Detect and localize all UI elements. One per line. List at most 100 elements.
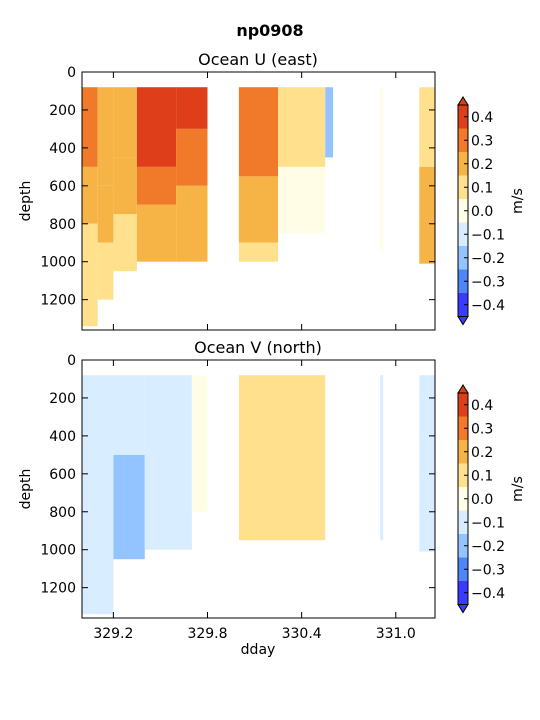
panel-v-field-cell-4-0 bbox=[238, 375, 326, 541]
panel-v-field-cell-1-0 bbox=[113, 375, 145, 455]
panel-u-colorbar-segment bbox=[458, 199, 468, 223]
panel-u-field-cell-1-2 bbox=[97, 242, 114, 300]
panel-u-x-ticks bbox=[112, 72, 397, 330]
panel-u-colorbar-segment bbox=[458, 293, 468, 317]
panel-u-field-cell-3-1 bbox=[136, 166, 177, 205]
panel-v-ytick-label: 400 bbox=[49, 429, 76, 445]
panel-u-colorbar-tick-label: 0.3 bbox=[471, 133, 493, 149]
panel-u-field-cell-7-0 bbox=[325, 87, 333, 158]
panel-v-xtick-label: 329.8 bbox=[187, 626, 227, 642]
panel-v-field-cell-0-0 bbox=[82, 375, 114, 615]
panel-u-field-cell-2-0 bbox=[113, 87, 137, 158]
panel-u-colorbar-tick-label: 0.1 bbox=[471, 180, 493, 196]
panel-u-field-cell-5-2 bbox=[238, 242, 279, 262]
panel-v-ytick-label: 1000 bbox=[40, 543, 76, 559]
panel-v-field-cell-2-0 bbox=[144, 375, 192, 550]
panel-v-ylabel: depth bbox=[18, 469, 34, 510]
panel-v-ytick-label: 800 bbox=[49, 505, 76, 521]
panel-v-colorbar-segment bbox=[458, 440, 468, 464]
panel-u-plot-area bbox=[82, 87, 435, 327]
panel-u-colorbar-tick-label: −0.4 bbox=[471, 298, 505, 314]
panel-u-field-cell-5-1 bbox=[238, 176, 279, 243]
panel-u-field-cell-4-2 bbox=[176, 185, 208, 262]
panel-u-colorbar-segment bbox=[458, 246, 468, 270]
panel-v-colorbar-tick-label: −0.4 bbox=[471, 586, 505, 602]
panel-u-ytick-label: 600 bbox=[49, 179, 76, 195]
panel-v-colorbar-tick-label: 0.3 bbox=[471, 421, 493, 437]
panel-u-ytick-label: 1200 bbox=[40, 293, 76, 309]
panel-u-field-cell-6-0 bbox=[278, 87, 326, 167]
panel-u-colorbar-tick-label: −0.2 bbox=[471, 251, 505, 267]
panel-u-axes-frame bbox=[81, 71, 436, 331]
panel-v-colorbar: −0.4 −0.3 −0.2 −0.1 0.0 0.1 0.2 0.3 0.4 bbox=[457, 384, 505, 614]
panel-v-colorbar-label: m/s bbox=[510, 476, 526, 502]
panel-u-ytick-label: 1000 bbox=[40, 255, 76, 271]
panel-u-ytick-label: 800 bbox=[49, 217, 76, 233]
panel-u-colorbar-segment bbox=[458, 105, 468, 129]
panel-u-field-cell-8-0 bbox=[380, 87, 384, 251]
panel-v-ytick-label: 200 bbox=[49, 391, 76, 407]
panel-v-colorbar-segment bbox=[458, 581, 468, 605]
panel-u-ytick-label: 0 bbox=[67, 65, 76, 81]
panel-u-colorbar-segment bbox=[458, 152, 468, 176]
panel-v-colorbar-segment bbox=[458, 534, 468, 558]
panel-v-plot-area bbox=[82, 375, 435, 615]
panel-u-field-cell-4-1 bbox=[176, 128, 208, 186]
panel-u-colorbar-extend-bottom bbox=[457, 316, 469, 326]
panel-u-field-cell-0-0 bbox=[82, 87, 98, 167]
panel-u-ytick-label: 400 bbox=[49, 141, 76, 157]
panel-v-colorbar-tick-label: −0.1 bbox=[471, 515, 505, 531]
panel-v-colorbar-extend-bottom bbox=[457, 604, 469, 614]
panel-v-field-cell-5-0 bbox=[380, 375, 384, 541]
panel-u-field-cell-5-0 bbox=[238, 87, 279, 177]
panel-u-field-cell-1-1 bbox=[97, 185, 114, 243]
panel-v-colorbar-tick-label: 0.4 bbox=[471, 398, 493, 414]
panel-v-colorbar-tick-label: 0.1 bbox=[471, 468, 493, 484]
figure-title: np0908 bbox=[236, 21, 303, 40]
panel-v-colorbar-tick-label: 0.0 bbox=[471, 492, 493, 508]
panel-u-ylabel: depth bbox=[18, 181, 34, 222]
panel-u-colorbar-tick-label: 0.0 bbox=[471, 204, 493, 220]
panel-u-field-cell-9-0 bbox=[419, 87, 435, 167]
panel-v-ytick-label: 0 bbox=[67, 353, 76, 369]
panel-v-axes-frame bbox=[81, 359, 436, 619]
panel-v-field-cell-1-1 bbox=[113, 454, 145, 560]
panel-u-colorbar-tick-label: 0.2 bbox=[471, 157, 493, 173]
panel-v-xlabel: dday bbox=[241, 642, 276, 658]
panel-v-colorbar-segment bbox=[458, 393, 468, 417]
panel-u-field-cell-9-1 bbox=[419, 166, 435, 264]
panel-u-y-ticks: 0 200 400 600 800 1000 1200 bbox=[40, 65, 435, 309]
panel-v-xtick-label: 331.0 bbox=[376, 626, 416, 642]
panel-u-colorbar-tick-label: 0.4 bbox=[471, 110, 493, 126]
panel-v-ytick-label: 1200 bbox=[40, 581, 76, 597]
panel-u-field-cell-4-0 bbox=[176, 87, 208, 129]
panel-v-y-ticks: 0 200 400 600 800 1000 1200 bbox=[40, 353, 435, 597]
panel-v-xtick-label: 330.4 bbox=[282, 626, 322, 642]
panel-v-field-cell-3-0 bbox=[191, 375, 208, 512]
panel-u-colorbar-extend-top bbox=[457, 96, 469, 106]
panel-v-field-cell-6-0 bbox=[419, 375, 435, 552]
panel-u-colorbar-tick-label: −0.3 bbox=[471, 274, 505, 290]
panel-u-colorbar-tick-label: −0.1 bbox=[471, 227, 505, 243]
panel-v-x-ticks: 329.2 329.8 330.4 331.0 bbox=[93, 360, 416, 642]
panel-v-colorbar-segment bbox=[458, 463, 468, 487]
panel-u-field-cell-6-1 bbox=[278, 166, 326, 234]
panel-u-field-cell-3-0 bbox=[136, 87, 177, 167]
panel-u-field-cell-0-1 bbox=[82, 166, 98, 224]
panel-v-ytick-label: 600 bbox=[49, 467, 76, 483]
panel-u-ytick-label: 200 bbox=[49, 103, 76, 119]
panel-u-colorbar-segment bbox=[458, 128, 468, 152]
panel-v-xtick-label: 329.2 bbox=[93, 626, 133, 642]
panel-u-colorbar: −0.4 −0.3 −0.2 −0.1 0.0 0.1 0.2 0.3 0.4 bbox=[457, 96, 505, 326]
panel-v-colorbar-segment bbox=[458, 487, 468, 511]
panel-v: Ocean V (north) 0 200 400 600 800 1000 1200 32… bbox=[18, 338, 526, 658]
panel-v-colorbar-extend-top bbox=[457, 384, 469, 394]
panel-u-field-cell-0-2 bbox=[82, 223, 98, 327]
panel-v-colorbar-tick-label: −0.3 bbox=[471, 562, 505, 578]
panel-u-title: Ocean U (east) bbox=[198, 50, 318, 69]
panel-u-colorbar-segment bbox=[458, 175, 468, 199]
panel-u-field-cell-2-2 bbox=[113, 214, 137, 272]
panel-v-colorbar-tick-label: 0.2 bbox=[471, 445, 493, 461]
panel-v-colorbar-tick-label: −0.2 bbox=[471, 539, 505, 555]
